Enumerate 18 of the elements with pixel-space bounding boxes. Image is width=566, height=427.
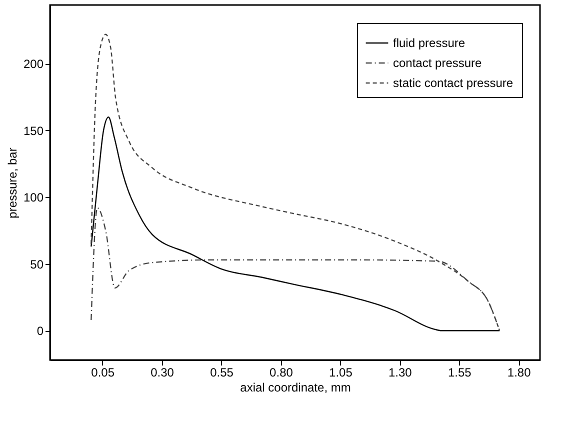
y-axis-title: pressure, bar [5,148,20,218]
x-tick-label: 0.80 [270,366,294,380]
legend-label: fluid pressure [393,36,466,50]
x-tick-label: 1.05 [329,366,353,380]
x-tick-label: 0.05 [91,366,115,380]
legend-label: static contact pressure [393,76,514,90]
x-tick-label: 0.55 [210,366,234,380]
y-tick-label: 0 [36,324,44,338]
y-tick-label: 100 [23,190,44,205]
x-tick-label: 1.80 [507,366,532,380]
x-tick-label: 1.55 [448,366,472,380]
x-tick-label: 0.30 [150,366,174,380]
y-tick-label: 200 [23,57,44,72]
y-tick-label: 150 [23,124,44,138]
x-tick-label: 1.30 [388,366,412,380]
legend-label: contact pressure [393,56,482,70]
x-axis-title: axial coordinate, mm [240,380,351,394]
y-tick-label: 50 [30,257,44,272]
